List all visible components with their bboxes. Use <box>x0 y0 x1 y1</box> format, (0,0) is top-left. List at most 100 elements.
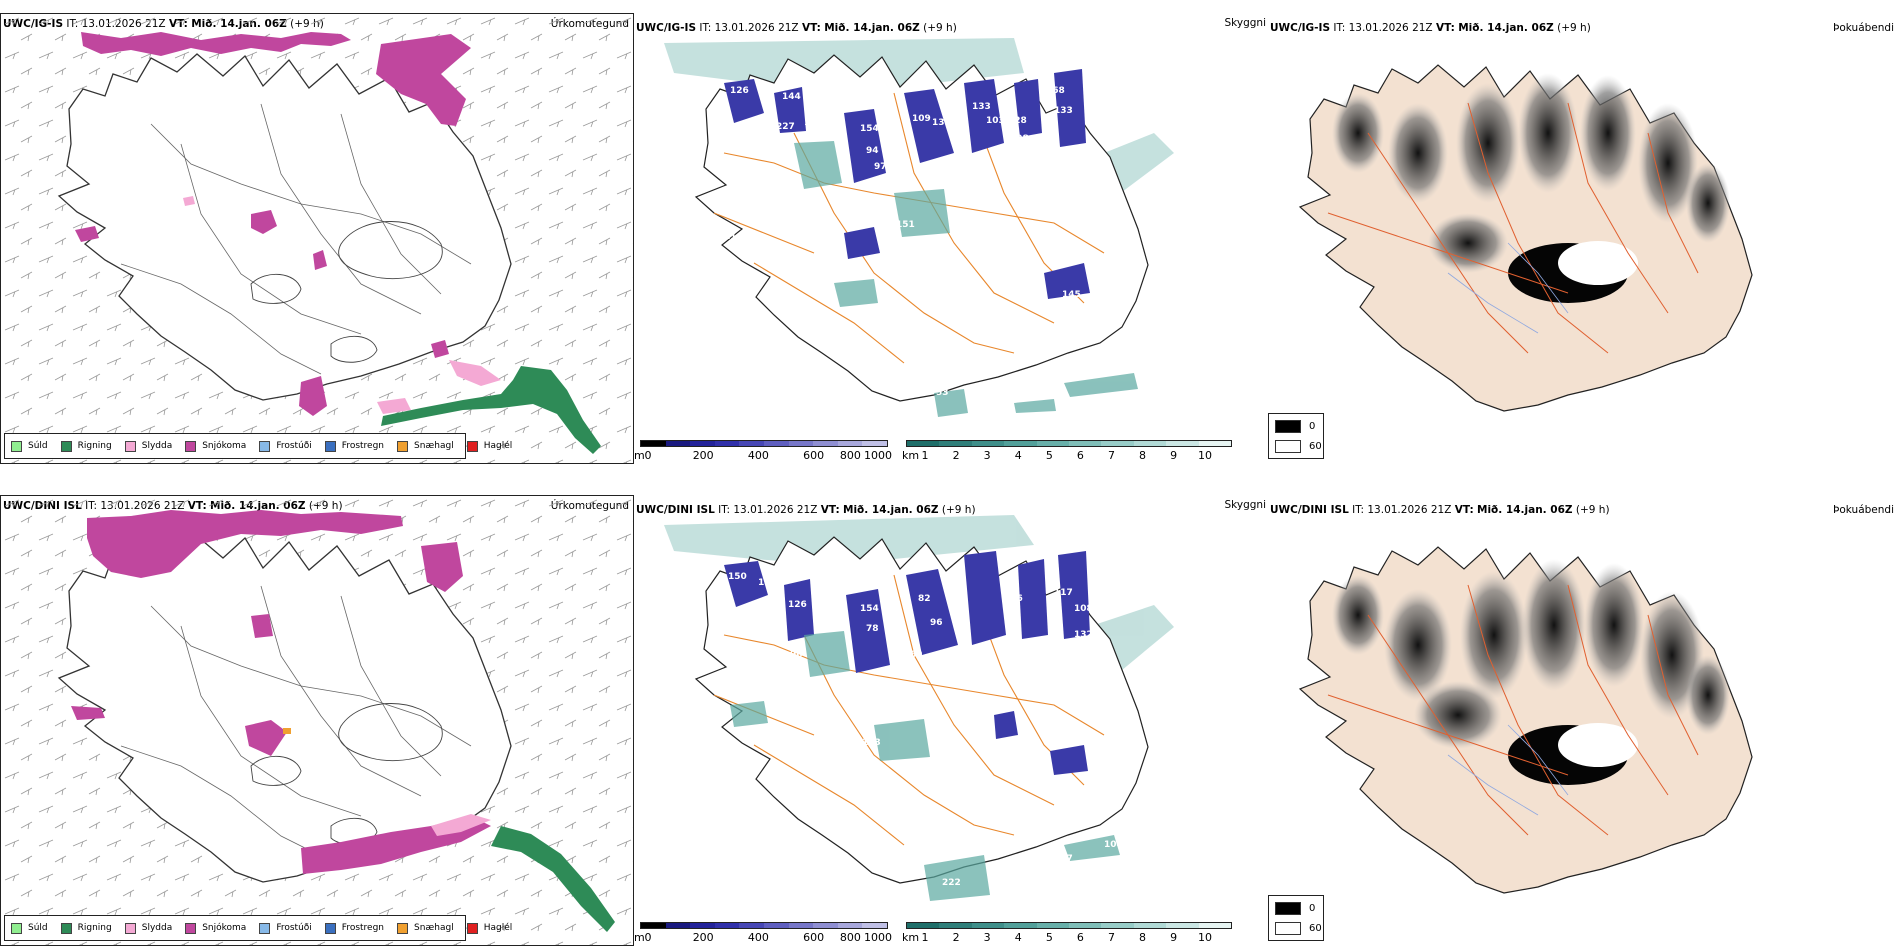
vis-label: 121 <box>940 102 959 112</box>
fog-index-panel-bottom: UWC/DINI ISL IT: 13.01.2026 21Z VT: Mið.… <box>1268 495 1900 895</box>
height-colorbar <box>640 922 888 929</box>
vt-value: Mið. 14.jan. 06Z <box>824 22 920 34</box>
snow-area <box>75 32 471 416</box>
tick-label: 1 <box>921 931 929 944</box>
model-name: UWC/DINI ISL <box>1270 504 1349 516</box>
vis-label: 106 <box>794 226 813 236</box>
legend-item: Snjókoma <box>185 922 247 934</box>
visibility-panel-bottom: UWC/DINI ISL IT: 13.01.2026 21Z VT: Mið.… <box>634 495 1268 946</box>
vis-label: 227 <box>776 122 795 132</box>
legend-label: Snjókoma <box>202 441 247 451</box>
precip-type-panel-top: UWC/IG-IS IT: 13.01.2026 21Z VT: Mið. 14… <box>0 13 634 464</box>
legend-item: Frostúði <box>259 922 312 934</box>
vis-label: 130 <box>804 118 823 128</box>
vis-label: 154 <box>860 124 879 134</box>
legend-label: Frostregn <box>341 923 385 933</box>
fog-index-panel-top: UWC/IG-IS IT: 13.01.2026 21Z VT: Mið. 14… <box>1268 13 1900 413</box>
tick-label: 8 <box>1139 449 1147 462</box>
legend-label: Súld <box>28 441 48 451</box>
precip-legend: Súld Rigning Slydda Snjókoma Frostúði Fr… <box>4 915 512 941</box>
legend-swatch <box>466 440 478 452</box>
precip-map <box>1 496 633 945</box>
height-colorbar <box>640 440 888 447</box>
vis-label: 53 <box>936 388 949 398</box>
vis-label: 132 <box>1074 630 1093 640</box>
tick-label: 600 <box>803 449 825 462</box>
lead-time: (+9 h) <box>1557 22 1591 34</box>
distance-unit: km <box>902 449 920 462</box>
vis-label: 87 <box>780 696 793 706</box>
fog-index-map <box>1299 64 1753 412</box>
it-label: IT: <box>1352 504 1365 516</box>
height-ticks: 0 200 400 600 800 1000 <box>645 449 893 462</box>
vis-label: 145 <box>758 578 777 588</box>
legend-swatch <box>397 440 409 452</box>
ice-pellet-area <box>283 728 291 734</box>
legend-item: Frostúði <box>259 440 312 452</box>
tick-label: 7 <box>1107 931 1115 944</box>
panel-title: UWC/DINI ISL IT: 13.01.2026 21Z VT: Mið.… <box>1270 504 1610 516</box>
tick-label: 3 <box>983 449 991 462</box>
height-unit: m <box>634 449 645 462</box>
legend-swatch <box>324 440 336 452</box>
vis-label: 138 <box>932 118 951 128</box>
legend-label: Haglél <box>483 923 513 933</box>
lead-time: (+9 h) <box>1575 504 1610 516</box>
tick-label: 4 <box>1014 449 1022 462</box>
vt-value: Mið. 14.jan. 06Z <box>1477 504 1573 516</box>
vis-label: 133 <box>1054 106 1073 116</box>
legend-swatch <box>11 440 22 452</box>
model-name: UWC/IG-IS <box>636 22 697 34</box>
tick-label: 10 <box>1198 931 1212 944</box>
vis-label: 144 <box>1068 148 1087 158</box>
legend-label: Snjókoma <box>202 923 247 933</box>
vis-label: 123 <box>932 730 951 740</box>
legend-label: Slydda <box>141 923 173 933</box>
vis-label: 57 <box>1036 684 1049 694</box>
visibility-value-labels: 126 144 227 130 154 94 97 109 138 91 121… <box>724 86 1147 398</box>
model-name: UWC/DINI ISL <box>636 504 715 516</box>
legend-label: Súld <box>28 923 48 933</box>
vis-label: 96 <box>790 650 803 660</box>
tick-label: 5 <box>1045 449 1053 462</box>
legend-swatch <box>1275 440 1301 453</box>
legend-swatch <box>259 922 271 934</box>
tick-label: 10 <box>1198 449 1212 462</box>
cloud-legend-item: 60 <box>1275 922 1322 935</box>
visibility-map: 150 145 126 154 78 96 87 82 96 104 205 1… <box>664 515 1174 901</box>
panel-label: Þokuábendi <box>1833 504 1894 516</box>
tick-label: 5 <box>1045 931 1053 944</box>
cloud-legend-item: 0 <box>1275 902 1315 915</box>
legend-swatch <box>1275 420 1301 433</box>
vis-label: 116 <box>724 232 743 242</box>
height-unit: m <box>634 931 645 944</box>
vis-label: 126 <box>730 86 749 96</box>
vis-label: 57 <box>1134 368 1147 378</box>
vis-label: 69 <box>910 650 923 660</box>
legend-item: Súld <box>11 922 48 934</box>
tick-label: 2 <box>952 931 960 944</box>
visibility-value-labels: 150 145 126 154 78 96 87 82 96 104 205 1… <box>728 572 1123 888</box>
legend-item: Slydda <box>124 922 173 934</box>
vis-label: 91 <box>950 120 963 130</box>
legend-label: Frostúði <box>276 923 312 933</box>
tick-label: 6 <box>1076 449 1084 462</box>
precip-map <box>1 14 633 463</box>
low-visibility-cells <box>724 551 1090 775</box>
vis-label: 144 <box>782 92 801 102</box>
legend-label: Slydda <box>141 441 173 451</box>
vis-label: 151 <box>896 220 915 230</box>
legend-swatch <box>124 440 136 452</box>
road-lines <box>1327 584 1699 836</box>
legend-swatch <box>60 440 72 452</box>
legend-label: 0 <box>1309 903 1316 914</box>
vt-label: VT: <box>1435 22 1455 34</box>
visibility-panel-top: UWC/IG-IS IT: 13.01.2026 21Z VT: Mið. 14… <box>634 13 1268 464</box>
vis-label: 205 <box>974 664 993 674</box>
cloud-legend-item: 0 <box>1275 420 1315 433</box>
vis-label: 97 <box>874 162 887 172</box>
distance-ticks: 1 2 3 4 5 6 7 8 9 10 <box>922 449 1213 462</box>
vis-label: 109 <box>912 114 931 124</box>
tick-label: 8 <box>1139 931 1147 944</box>
river-lines <box>1447 242 1569 334</box>
